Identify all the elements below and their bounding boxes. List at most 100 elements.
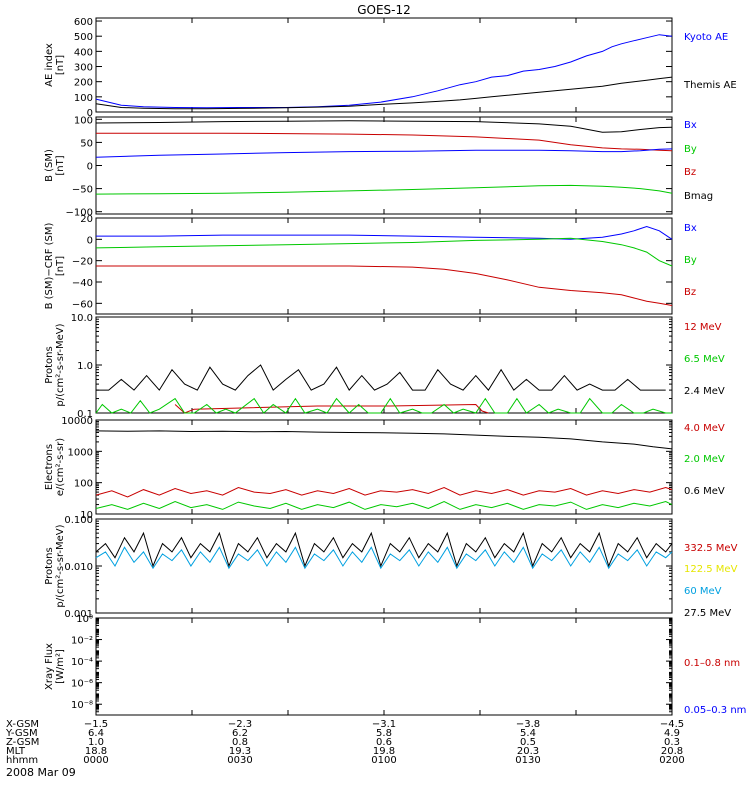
panel-7: 10⁻⁸ 10⁻⁶ 10⁻⁴ 10⁻² 10⁰ Xray Flux [W/m²] 0.1–0.… (44, 614, 746, 716)
y-axis-label: B (SM)−CRF (SM) (44, 222, 55, 309)
legend-entry: Bmag (684, 191, 713, 202)
y-tick-label: 10⁻² (71, 636, 93, 647)
y-axis-label: B (SM) (44, 149, 55, 182)
y-tick-label: 20 (80, 214, 93, 225)
y-axis-label: Electrons (44, 444, 55, 490)
x-axis-row-label: Y-GSM (5, 728, 38, 739)
y-tick-label: 100 (74, 479, 93, 490)
series-line-kyoto-ae (95, 34, 673, 109)
y-tick-label: 10⁻⁶ (71, 679, 93, 690)
y-tick-label: −50 (72, 185, 93, 196)
y-tick-label: −100 (66, 208, 93, 219)
panel-frame (95, 17, 673, 113)
y-axis-label: [nT] (55, 55, 66, 75)
x-axis-value: 4.9 (664, 728, 680, 739)
x-axis-value: 0200 (659, 755, 684, 766)
x-axis-row-label: hhmm (6, 755, 38, 766)
y-tick-label: 0.001 (64, 609, 93, 620)
legend-entry: Bz (684, 287, 696, 298)
legend-entry: 2.4 MeV (684, 386, 725, 397)
panel-5: 10 100 1000 10000 Electrons e/(cm²-s-sr) 4.0 M… (44, 416, 725, 521)
x-axis-value: −2.3 (228, 719, 252, 730)
y-tick-label: 100 (74, 115, 93, 126)
x-axis-value: 18.8 (85, 746, 107, 757)
legend-entry: Kyoto AE (684, 32, 728, 43)
panel-frame (95, 419, 673, 515)
panel-4: 0.1 1.0 10.0 Protons p/(cm²-s-sr-MeV) 12 MeV 6… (44, 313, 725, 420)
panel-6: 0.001 0.010 0.100 Protons p/(cm²-s-sr-MeV) 33… (44, 515, 738, 620)
y-tick-label: 400 (74, 47, 93, 58)
x-axis-value: 1.0 (88, 737, 104, 748)
panel-frame (95, 116, 673, 215)
y-tick-label: 100 (74, 93, 93, 104)
y-axis-label: [nT] (55, 256, 66, 276)
legend-entry: 0.1–0.8 nm (684, 658, 740, 669)
legend-entry: Themis AE (683, 80, 737, 91)
x-axis-value: 6.4 (88, 728, 104, 739)
x-axis-value: 0.6 (376, 737, 392, 748)
x-axis-row-label: Z-GSM (6, 737, 39, 748)
y-tick-label: 0 (87, 235, 93, 246)
legend-entry: Bx (684, 120, 697, 131)
panel-frame (95, 617, 673, 716)
y-axis-label: [W/m²] (55, 649, 66, 684)
series-line-60-mev (95, 546, 673, 570)
legend-entry: 12 MeV (684, 322, 722, 333)
y-tick-label: 500 (74, 32, 93, 43)
series-line-bx (95, 148, 673, 158)
x-axis-value: 0.8 (232, 737, 248, 748)
legend-entry: 122.5 MeV (684, 564, 738, 575)
y-axis-label: p/(cm²-s-sr-MeV) (55, 323, 66, 406)
series-line-6-5-mev (95, 397, 672, 414)
series-line-by (95, 184, 673, 195)
y-axis-label: Xray Flux (44, 643, 55, 690)
x-axis-value: −3.8 (516, 719, 540, 730)
panel-frame (95, 316, 673, 414)
legend-entry: 4.0 MeV (684, 423, 725, 434)
series-line-bz (96, 265, 673, 306)
legend-entry: 6.5 MeV (684, 354, 725, 365)
x-axis-value: 5.8 (376, 728, 392, 739)
y-tick-label: 0 (87, 162, 93, 173)
x-axis-value: −4.5 (660, 719, 684, 730)
x-axis-value: 20.3 (517, 746, 539, 757)
panel-3: −60 −40 −20 0 20 B (SM)−CRF (SM) [nT] Bx By Bz (44, 214, 697, 315)
y-tick-label: 1000 (68, 447, 93, 458)
y-tick-label: 0 (87, 108, 93, 119)
y-tick-label: 0.1 (77, 409, 93, 420)
legend-entry: Bx (684, 223, 697, 234)
y-tick-label: −20 (72, 257, 93, 268)
x-axis-value: 0.5 (520, 737, 536, 748)
legend-entry: 2.0 MeV (684, 454, 725, 465)
series-line-bmag (95, 120, 673, 133)
y-tick-label: 10 (80, 510, 93, 521)
y-tick-label: 10000 (61, 416, 93, 427)
x-axis-row-label: X-GSM (6, 719, 39, 730)
y-tick-label: 10⁻⁴ (71, 657, 93, 668)
x-axis-value: 5.4 (520, 728, 536, 739)
y-tick-label: 600 (74, 17, 93, 28)
series-line-themis-ae (95, 76, 673, 110)
y-tick-label: 300 (74, 63, 93, 74)
x-axis-value: −1.5 (84, 719, 108, 730)
legend-entry: Bz (684, 167, 696, 178)
y-axis-label: [nT] (55, 155, 66, 175)
x-axis-value: 0.3 (664, 737, 680, 748)
y-tick-label: 200 (74, 78, 93, 89)
series-line-27-5-mev (95, 531, 673, 568)
x-axis-value: 0100 (371, 755, 396, 766)
x-axis-value: −3.1 (372, 719, 396, 730)
y-tick-label: 1.0 (77, 361, 93, 372)
y-tick-label: 50 (80, 138, 93, 149)
y-tick-label: 10⁰ (76, 614, 93, 625)
legend-entry: 27.5 MeV (684, 608, 731, 619)
y-tick-label: 10⁻⁸ (71, 700, 93, 711)
series-line-by (95, 237, 673, 267)
legend-entry: 0.05–0.3 nm (684, 705, 746, 716)
y-tick-label: 0.100 (64, 515, 93, 526)
y-tick-label: −40 (72, 278, 93, 289)
legend-entry: By (684, 144, 697, 155)
x-axis-value: 0130 (515, 755, 540, 766)
y-axis-label: p/(cm²-s-sr-MeV) (55, 524, 66, 607)
